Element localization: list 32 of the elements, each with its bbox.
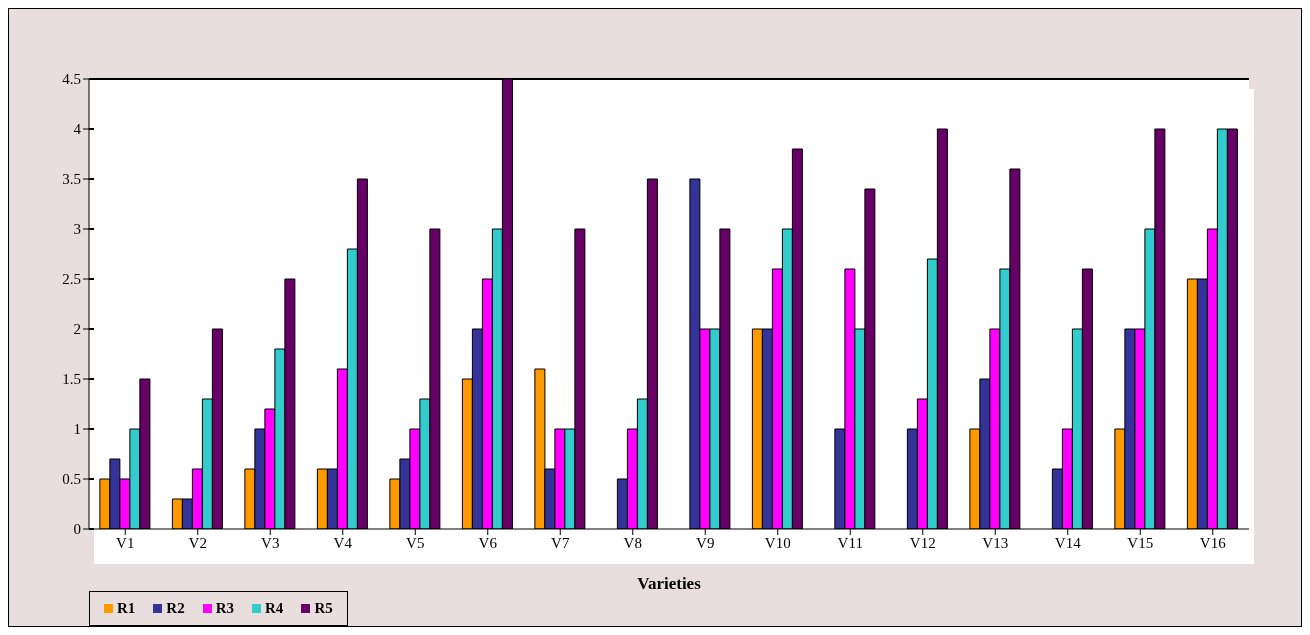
y-tick-label: 0.5 [62,471,81,488]
y-tick-label: 4 [73,121,82,138]
x-tick-label: V16 [1199,534,1227,551]
x-tick-label: V8 [623,534,642,551]
y-tick-label: 2.5 [62,271,81,288]
y-tick-label: 1 [73,421,81,438]
legend-label: R1 [116,600,136,617]
x-tick-label: V6 [478,534,498,551]
x-axis-title: Varieties [637,574,702,593]
y-tick-label: 4.5 [62,71,81,88]
x-tick-label: V2 [188,534,207,551]
x-tick-label: V3 [261,534,280,551]
x-tick-label: V14 [1054,534,1082,551]
y-tick-label: 2 [73,321,81,338]
x-tick-label: V7 [551,534,570,551]
x-tick-label: V9 [696,534,715,551]
legend-label: R3 [214,600,235,617]
y-tick-label: 1.5 [62,371,81,388]
x-tick-label: V1 [116,534,135,551]
x-tick-label: V4 [333,534,353,551]
legend-label: R4 [264,600,284,617]
y-tick-label: 3 [73,221,81,238]
x-tick-label: V13 [982,534,1009,551]
y-tick-label: 0 [73,521,81,538]
legend-label: R2 [165,600,185,617]
x-tick-label: V10 [764,534,791,551]
x-tick-label: V11 [837,534,863,551]
x-tick-label: V12 [909,534,936,551]
legend-label: R5 [313,600,333,617]
x-tick-label: V15 [1127,534,1154,551]
x-tick-label: V5 [406,534,425,551]
y-tick-label: 3.5 [62,171,81,188]
